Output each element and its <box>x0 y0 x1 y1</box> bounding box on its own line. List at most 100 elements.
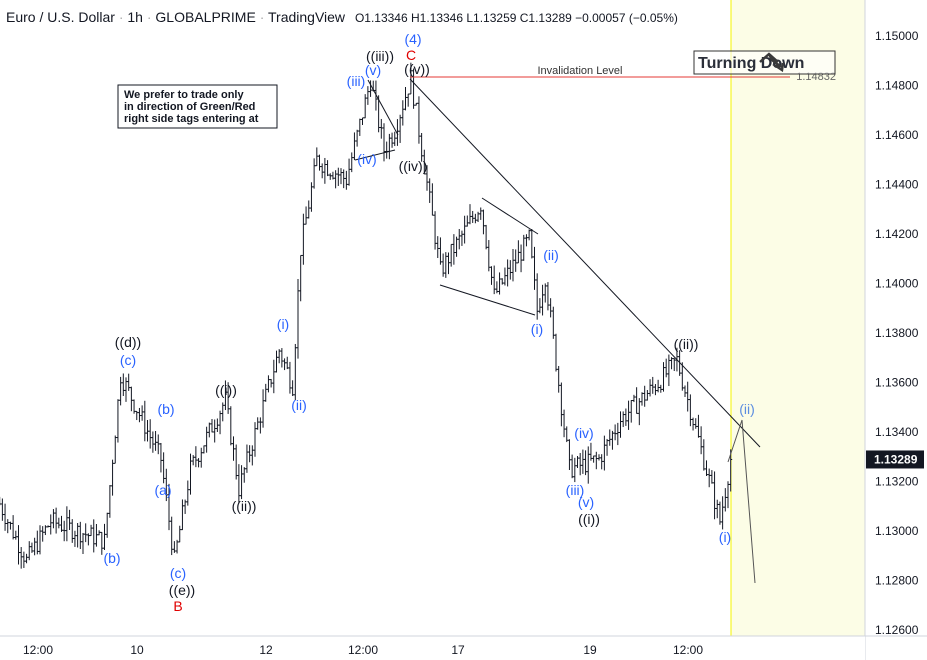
candle <box>119 376 123 406</box>
price-tick: 1.12600 <box>875 623 919 637</box>
candle <box>608 429 612 446</box>
wave-label: (iv) <box>574 425 593 441</box>
time-tick: 12 <box>259 643 273 657</box>
candle <box>180 499 184 531</box>
candle <box>54 507 58 534</box>
candle <box>441 253 445 277</box>
candle <box>328 173 332 180</box>
candle <box>191 455 195 466</box>
broker: GLOBALPRIME <box>155 9 256 25</box>
candle <box>379 118 383 139</box>
interval[interactable]: 1h <box>127 9 143 25</box>
candle <box>662 362 665 392</box>
candle <box>729 449 733 492</box>
wave-label: ((iii)) <box>366 48 394 64</box>
candle <box>27 541 31 561</box>
future-zone <box>731 0 865 636</box>
candle <box>393 131 397 147</box>
candle <box>559 382 563 427</box>
candle <box>234 444 238 480</box>
candle <box>621 411 625 428</box>
candle <box>578 452 582 476</box>
candle <box>363 94 367 119</box>
candle <box>500 278 504 285</box>
candle <box>334 170 338 189</box>
candle <box>581 449 585 474</box>
candle <box>643 385 647 407</box>
symbol-name[interactable]: Euro / U.S. Dollar <box>6 9 115 25</box>
candle <box>178 525 182 543</box>
candle <box>635 387 639 414</box>
wave-label: (b) <box>103 550 120 566</box>
price-tick: 1.14400 <box>875 178 919 192</box>
candle <box>336 167 340 186</box>
candle <box>567 439 571 470</box>
candle <box>390 132 394 148</box>
candle <box>447 252 450 275</box>
candle <box>207 422 211 438</box>
candle <box>366 86 370 105</box>
candle <box>361 117 364 126</box>
candle <box>62 520 66 542</box>
candle <box>651 376 655 394</box>
candle <box>527 229 531 241</box>
candle <box>108 485 112 518</box>
candle <box>428 178 432 203</box>
price-tick: 1.13000 <box>875 524 919 538</box>
wave-label: B <box>173 598 182 614</box>
candle <box>471 210 475 223</box>
candle <box>172 541 176 553</box>
arrow-turning-down-icon <box>759 52 785 73</box>
candle <box>632 394 636 403</box>
candle <box>570 454 574 479</box>
wave-label: (i) <box>531 321 543 337</box>
candle <box>516 240 520 264</box>
candle <box>162 452 166 484</box>
candles <box>0 62 733 569</box>
candle <box>116 399 120 443</box>
candle <box>522 234 526 261</box>
candle <box>283 358 287 371</box>
wave-label: (c) <box>120 352 136 368</box>
time-tick: 19 <box>583 643 597 657</box>
time-tick: 12:00 <box>23 643 53 657</box>
time-axis-ticks: 12:00 10 12 12:00 17 19 12:00 <box>23 643 703 657</box>
candle <box>129 386 133 412</box>
price-tick: 1.14000 <box>875 277 919 291</box>
projection-path <box>727 419 756 584</box>
candle <box>723 488 727 512</box>
candle <box>94 523 98 547</box>
candle <box>696 414 700 438</box>
price-tick: 1.14600 <box>875 128 919 142</box>
candle <box>218 410 222 435</box>
candle <box>253 422 257 457</box>
candle <box>452 234 456 265</box>
time-axis[interactable] <box>0 636 865 660</box>
candle <box>613 424 617 441</box>
candle <box>479 207 483 220</box>
candle <box>215 418 219 432</box>
candle <box>430 183 434 216</box>
candle <box>463 215 467 244</box>
candle <box>637 398 641 426</box>
candle <box>49 514 53 535</box>
candle <box>266 375 270 393</box>
candle <box>43 525 47 536</box>
candle <box>146 419 149 442</box>
candle <box>70 519 74 543</box>
candle <box>60 515 63 532</box>
candle <box>713 471 717 520</box>
candle <box>285 356 289 370</box>
candle <box>159 442 163 473</box>
candle <box>132 399 136 414</box>
candle <box>272 359 276 394</box>
candle <box>514 249 518 272</box>
wave-label: ((e)) <box>169 582 195 598</box>
candle <box>503 267 507 286</box>
candle <box>296 278 300 359</box>
price-axis[interactable] <box>865 0 927 660</box>
candle <box>202 445 206 454</box>
turning-down-badge: Turning Down <box>693 50 836 75</box>
candle <box>557 365 561 393</box>
